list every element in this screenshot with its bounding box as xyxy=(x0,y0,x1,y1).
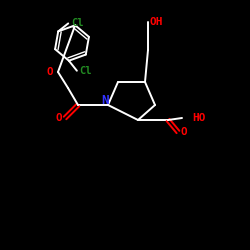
Text: O: O xyxy=(180,127,188,137)
Text: O: O xyxy=(56,113,62,123)
Text: Cl: Cl xyxy=(80,66,92,76)
Text: Cl: Cl xyxy=(71,18,84,28)
Text: O: O xyxy=(46,67,54,77)
Text: N: N xyxy=(101,94,109,108)
Text: OH: OH xyxy=(149,17,163,27)
Text: HO: HO xyxy=(192,113,205,123)
